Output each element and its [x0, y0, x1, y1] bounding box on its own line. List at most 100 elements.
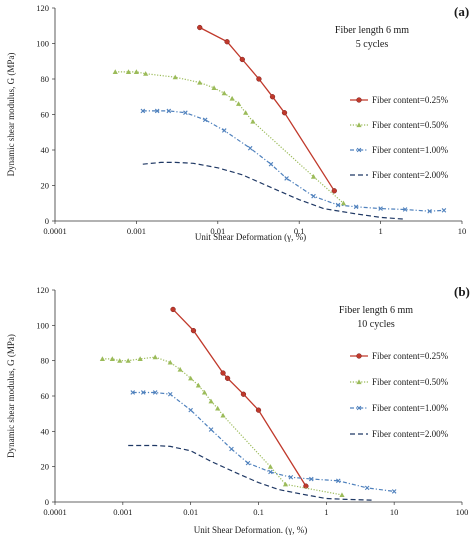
- series-line: [172, 308, 307, 487]
- data-point: [281, 110, 288, 116]
- data-point: [378, 206, 383, 211]
- chart-annotation: 10 cycles: [357, 319, 395, 330]
- data-point: [335, 478, 341, 484]
- data-point: [441, 208, 447, 213]
- y-tick-label: 0: [45, 497, 49, 507]
- legend-entry: Fiber content=2.00%: [350, 429, 449, 439]
- data-point: [99, 356, 106, 361]
- data-point: [143, 71, 149, 76]
- data-point: [340, 200, 347, 206]
- data-point: [269, 94, 276, 100]
- series-line: [142, 110, 444, 212]
- chart-panel-b: 0 20 40 60 80 100 120 0.0001 0.001 0.01 0.1 1 10 100 U…: [6, 284, 470, 535]
- data-point: [172, 74, 178, 80]
- x-tick-label: 0.0001: [43, 226, 66, 236]
- data-point: [140, 390, 146, 395]
- data-point: [112, 69, 118, 74]
- data-point: [245, 460, 251, 466]
- legend-entry: Fiber content=0.50%: [350, 377, 449, 387]
- x-tick-label: 0.01: [210, 226, 225, 236]
- legend-entry: Fiber content=0.25%: [350, 95, 449, 105]
- data-point: [308, 476, 314, 482]
- data-point: [221, 128, 227, 133]
- x-tick-label: 0.001: [113, 507, 132, 517]
- legend-entry: Fiber content=0.25%: [350, 351, 449, 361]
- x-tick-label: 1: [378, 226, 382, 236]
- legend-swatch-marker: [356, 122, 362, 128]
- x-tick-label: 0.1: [294, 226, 305, 236]
- data-point: [177, 366, 183, 372]
- data-point: [229, 446, 234, 452]
- y-axis-label: Dynamic shear modulus, G (MPa): [6, 53, 16, 177]
- data-point: [152, 354, 158, 360]
- y-tick-label: 80: [41, 74, 50, 84]
- data-point: [331, 188, 337, 194]
- data-point: [267, 464, 274, 469]
- series-3: [140, 108, 447, 214]
- data-point: [125, 69, 132, 74]
- x-tick-label: 10: [390, 507, 399, 517]
- x-axis-label: Unit Shear Deformation (γ, %): [195, 232, 306, 242]
- legend-swatch-marker: [356, 353, 362, 359]
- y-tick-label: 20: [41, 462, 50, 472]
- legend-label: Fiber content=0.50%: [372, 120, 449, 130]
- data-point: [256, 76, 262, 82]
- y-tick-label: 120: [36, 3, 49, 13]
- series-line: [115, 71, 344, 204]
- data-point: [268, 469, 273, 475]
- data-point: [140, 108, 146, 114]
- y-tick-label: 40: [41, 145, 50, 155]
- y-tick-label: 60: [41, 391, 50, 401]
- y-tick-label: 100: [36, 39, 49, 49]
- panel-label: (a): [454, 4, 469, 19]
- series-2: [99, 354, 345, 498]
- data-point: [167, 359, 173, 365]
- data-point: [288, 474, 294, 480]
- data-point: [188, 407, 193, 413]
- data-point: [215, 405, 221, 411]
- data-point: [167, 391, 173, 397]
- data-point: [240, 391, 247, 397]
- chart-annotation: 5 cycles: [356, 39, 389, 50]
- panel-label: (b): [454, 284, 470, 299]
- x-tick-label: 100: [456, 507, 469, 517]
- y-tick-label: 100: [36, 320, 49, 330]
- data-point: [197, 79, 203, 85]
- data-point: [311, 193, 316, 199]
- data-point: [402, 207, 408, 212]
- x-tick-label: 0.01: [183, 507, 198, 517]
- data-point: [284, 176, 289, 181]
- chart-annotation: Fiber length 6 mm: [335, 25, 409, 36]
- data-point: [137, 356, 143, 361]
- data-point: [239, 56, 245, 63]
- legend-label: Fiber content=0.25%: [372, 351, 449, 361]
- data-point: [255, 407, 262, 413]
- data-point: [220, 412, 226, 418]
- data-point: [202, 117, 208, 123]
- data-point: [339, 492, 345, 498]
- legend-label: Fiber content=1.00%: [372, 403, 449, 413]
- data-point: [221, 90, 227, 96]
- y-tick-label: 0: [45, 216, 49, 226]
- data-point: [427, 208, 432, 214]
- x-tick-label: 0.0001: [43, 507, 66, 517]
- data-point: [229, 95, 235, 101]
- data-point: [282, 481, 289, 487]
- legend-label: Fiber content=1.00%: [372, 145, 449, 155]
- data-point: [208, 398, 214, 404]
- data-point: [391, 489, 397, 494]
- data-point: [224, 39, 230, 45]
- data-point: [310, 174, 317, 179]
- y-axis-label: Dynamic shear modulus, G (MPa): [6, 334, 16, 458]
- legend-label: Fiber content=2.00%: [372, 170, 449, 180]
- data-point: [133, 69, 139, 74]
- series-2: [112, 69, 347, 206]
- legend-swatch-marker: [356, 97, 362, 103]
- series-4: [128, 444, 374, 501]
- series-4: [142, 161, 406, 220]
- data-point: [364, 485, 370, 491]
- data-point: [152, 390, 158, 395]
- series-3: [130, 390, 397, 494]
- data-point: [235, 101, 242, 106]
